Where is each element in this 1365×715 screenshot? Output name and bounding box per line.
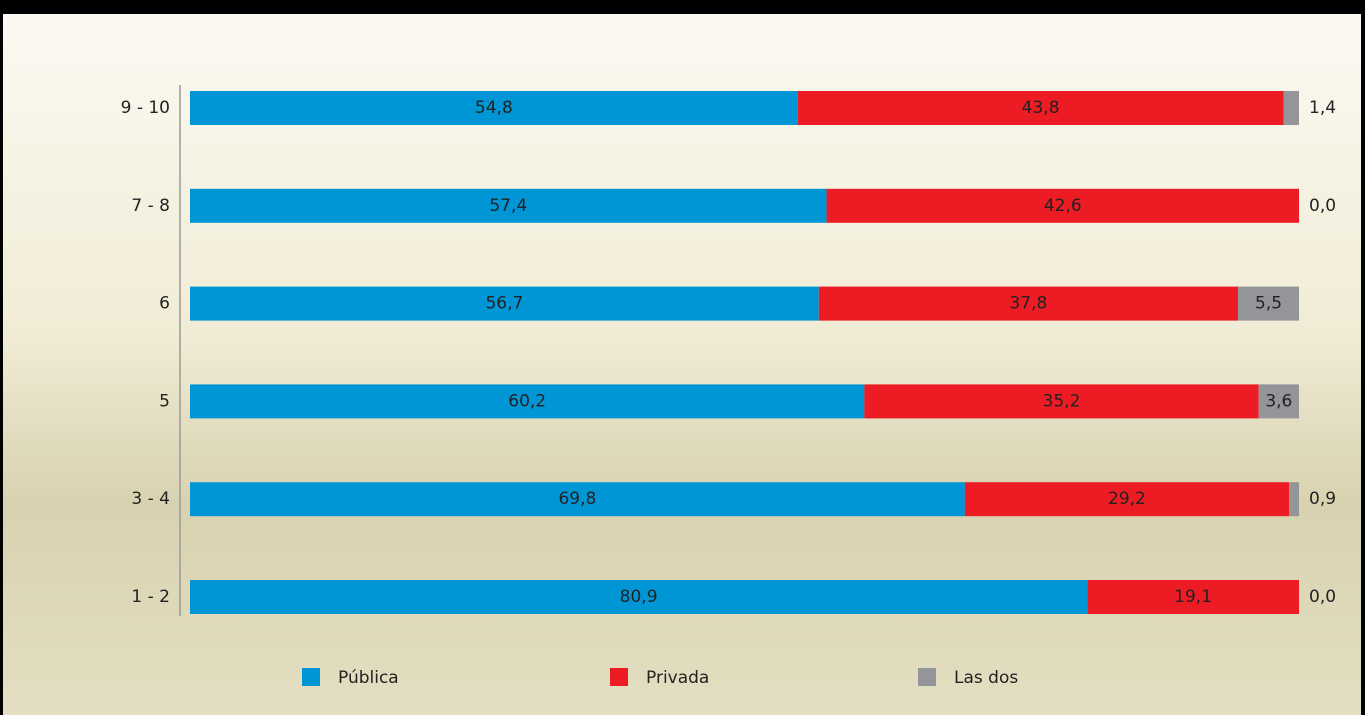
y-tick-label: 7 - 8 xyxy=(131,196,170,216)
bar-segment xyxy=(1289,482,1299,516)
legend-swatch xyxy=(302,668,320,686)
value-label: 60,2 xyxy=(508,391,546,411)
legend-swatch xyxy=(610,668,628,686)
value-label: 56,7 xyxy=(485,294,523,314)
legend-swatch xyxy=(918,668,936,686)
legend-label: Privada xyxy=(646,668,709,688)
value-label: 1,4 xyxy=(1309,98,1336,118)
value-label: 54,8 xyxy=(475,98,513,118)
value-label: 0,9 xyxy=(1309,489,1336,509)
value-label: 42,6 xyxy=(1044,196,1082,216)
value-label: 3,6 xyxy=(1265,391,1292,411)
value-label: 69,8 xyxy=(558,489,596,509)
value-label: 57,4 xyxy=(489,196,527,216)
chart: 9 - 10 54,8 43,8 1,4 7 - 8 57,4 42,6 0,0 6 56,7 37… xyxy=(0,0,1365,715)
y-tick-label: 9 - 10 xyxy=(121,98,170,118)
value-label: 19,1 xyxy=(1174,587,1212,607)
value-label: 0,0 xyxy=(1309,196,1336,216)
bar-segment xyxy=(1283,91,1299,125)
legend-label: Pública xyxy=(338,668,399,688)
value-label: 0,0 xyxy=(1309,587,1336,607)
value-label: 35,2 xyxy=(1043,391,1081,411)
legend-label: Las dos xyxy=(954,668,1018,688)
y-tick-label: 6 xyxy=(159,294,170,314)
value-label: 37,8 xyxy=(1009,294,1047,314)
value-label: 29,2 xyxy=(1108,489,1146,509)
y-tick-label: 3 - 4 xyxy=(131,489,170,509)
y-tick-label: 1 - 2 xyxy=(131,587,170,607)
value-label: 80,9 xyxy=(620,587,658,607)
y-tick-label: 5 xyxy=(159,391,170,411)
value-label: 5,5 xyxy=(1255,294,1282,314)
page: 9 - 10 54,8 43,8 1,4 7 - 8 57,4 42,6 0,0 6 56,7 37… xyxy=(0,0,1365,715)
value-label: 43,8 xyxy=(1022,98,1060,118)
